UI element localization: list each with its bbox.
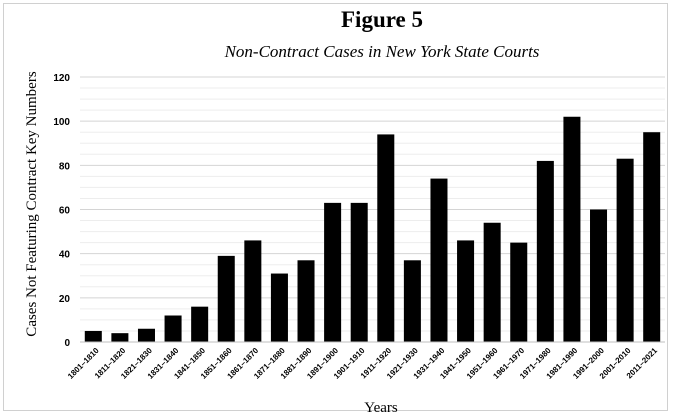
y-tick-label: 60: [59, 206, 71, 217]
bar: [350, 202, 368, 342]
chart-title: Figure 5: [341, 7, 423, 32]
bar: [217, 255, 235, 342]
bar: [270, 273, 288, 342]
bar: [616, 158, 634, 342]
bar: [137, 328, 155, 342]
y-axis-label: Cases Not Featuring Contract Key Numbers: [24, 71, 40, 337]
bar: [164, 315, 182, 342]
x-axis-label: Years: [364, 400, 398, 416]
bar: [244, 240, 262, 342]
y-tick-label: 80: [59, 161, 71, 172]
bar: [84, 330, 102, 342]
bar: [536, 160, 554, 342]
bar: [643, 132, 661, 342]
bar: [510, 242, 528, 342]
y-tick-label: 100: [53, 117, 70, 128]
bar: [563, 116, 581, 342]
y-tick-label: 40: [59, 250, 71, 261]
bar: [297, 260, 315, 342]
y-tick-label: 0: [64, 338, 70, 349]
y-tick-label: 20: [59, 294, 71, 305]
bar: [191, 306, 209, 342]
bar: [590, 209, 608, 342]
x-axis-ticks: 1801–18101811–18201821–18301831–18401841…: [66, 346, 659, 381]
chart-subtitle: Non-Contract Cases in New York State Cou…: [224, 42, 540, 61]
bar: [457, 240, 475, 342]
bars: [84, 116, 661, 342]
y-tick-label: 120: [53, 73, 70, 84]
bar: [111, 333, 129, 342]
bar: [430, 178, 448, 342]
y-axis-ticks: 0 20 40 60 80 100 120: [53, 73, 70, 349]
bar: [483, 222, 501, 342]
bar: [324, 202, 342, 342]
bar: [377, 134, 395, 342]
bar: [403, 260, 421, 342]
